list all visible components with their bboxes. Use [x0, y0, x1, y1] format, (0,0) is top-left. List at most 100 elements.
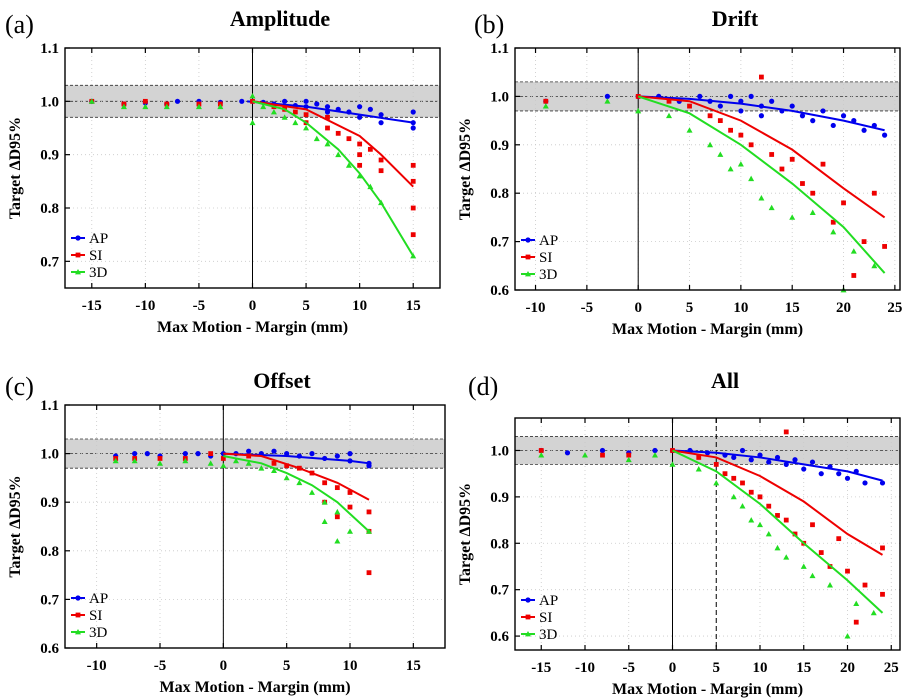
- data-point: [120, 103, 127, 110]
- data-point: [765, 531, 772, 537]
- data-point: [543, 98, 549, 104]
- data-point: [730, 493, 737, 500]
- data-point: [769, 152, 775, 157]
- data-point: [870, 609, 877, 616]
- data-point: [367, 146, 373, 152]
- data-point: [830, 122, 836, 129]
- data-point: [809, 459, 816, 465]
- data-point: [882, 132, 888, 138]
- data-point: [334, 508, 341, 515]
- data-point: [739, 503, 746, 509]
- data-point: [792, 531, 798, 537]
- data-point: [366, 509, 372, 515]
- legend-marker: [75, 269, 81, 275]
- data-point: [220, 451, 226, 457]
- data-point: [112, 457, 119, 464]
- legend-label: SI: [539, 610, 552, 626]
- series-si: [113, 451, 372, 576]
- data-point: [303, 98, 309, 104]
- data-point: [652, 447, 658, 454]
- data-point: [410, 178, 416, 184]
- y-tick-label: 1.0: [40, 94, 59, 110]
- legend-label: 3D: [89, 265, 108, 281]
- data-point: [757, 494, 763, 500]
- data-point: [738, 132, 744, 138]
- fit-curve: [638, 95, 885, 132]
- legend-marker: [75, 595, 81, 601]
- data-point: [163, 103, 170, 110]
- panel-label: (d): [468, 372, 498, 401]
- data-point: [347, 528, 353, 534]
- data-point: [357, 114, 363, 120]
- legend-marker: [525, 271, 531, 277]
- series-si: [543, 74, 887, 278]
- x-axis-label: Max Motion - Margin (mm): [157, 319, 348, 336]
- data-point: [696, 455, 702, 460]
- panel-label: (c): [5, 372, 34, 401]
- fit-curve: [672, 449, 884, 556]
- legend-marker: [525, 631, 531, 637]
- legend-marker: [75, 629, 81, 635]
- data-point: [357, 152, 363, 158]
- data-point: [809, 572, 816, 579]
- data-point: [800, 181, 805, 186]
- data-point: [774, 544, 781, 551]
- data-point: [871, 190, 877, 196]
- data-point: [844, 633, 851, 639]
- series-3d: [538, 449, 884, 639]
- legend-label: AP: [539, 233, 558, 249]
- data-point: [88, 98, 95, 104]
- data-point: [740, 480, 745, 486]
- data-point: [687, 103, 692, 109]
- data-point: [325, 125, 330, 131]
- data-point: [789, 156, 795, 162]
- data-point: [271, 467, 277, 474]
- data-point: [309, 489, 315, 495]
- x-tick-label: 10: [733, 300, 748, 316]
- x-tick-label: 5: [686, 300, 694, 316]
- data-point: [410, 109, 416, 115]
- data-point: [313, 135, 320, 142]
- fit-curve: [252, 100, 415, 257]
- data-point: [861, 239, 867, 244]
- data-point: [783, 554, 790, 560]
- data-point: [748, 457, 754, 463]
- data-point: [249, 119, 256, 126]
- chart-title: All: [711, 368, 739, 393]
- fit-curve: [223, 455, 370, 533]
- data-point: [861, 127, 867, 133]
- y-axis-label: Target ΔD95%: [457, 483, 474, 585]
- data-point: [879, 480, 886, 486]
- x-tick-label: 25: [884, 660, 899, 676]
- data-point: [346, 136, 352, 142]
- data-point: [335, 151, 342, 158]
- legend-marker: [525, 254, 531, 260]
- data-point: [132, 451, 138, 457]
- data-point: [322, 480, 328, 486]
- data-point: [366, 463, 372, 469]
- data-point: [713, 462, 719, 467]
- data-point: [283, 474, 290, 481]
- data-point: [378, 112, 384, 118]
- data-point: [809, 209, 816, 215]
- legend-marker: [525, 614, 531, 620]
- data-point: [334, 485, 340, 491]
- y-tick-label: 0.6: [490, 283, 509, 299]
- panel-label: (b): [474, 10, 504, 39]
- x-axis-label: Max Motion - Margin (mm): [612, 321, 803, 338]
- y-tick-label: 0.7: [490, 583, 509, 599]
- x-tick-label: 5: [713, 660, 721, 676]
- data-point: [357, 162, 363, 168]
- x-tick-label: 5: [302, 298, 310, 314]
- data-point: [853, 600, 860, 606]
- plot-frame: [64, 404, 446, 649]
- data-point: [836, 471, 842, 477]
- data-point: [246, 448, 252, 454]
- chart-panel-1: -10 -5 0 5 10 15 20 25 0.6 0.7 0.8 0.9 1.0 1.1 Drift (b…: [457, 6, 902, 338]
- series-3d: [88, 93, 417, 259]
- data-point: [195, 451, 201, 457]
- y-tick-label: 0.6: [40, 641, 59, 657]
- legend-marker: [525, 237, 531, 243]
- data-point: [325, 114, 330, 120]
